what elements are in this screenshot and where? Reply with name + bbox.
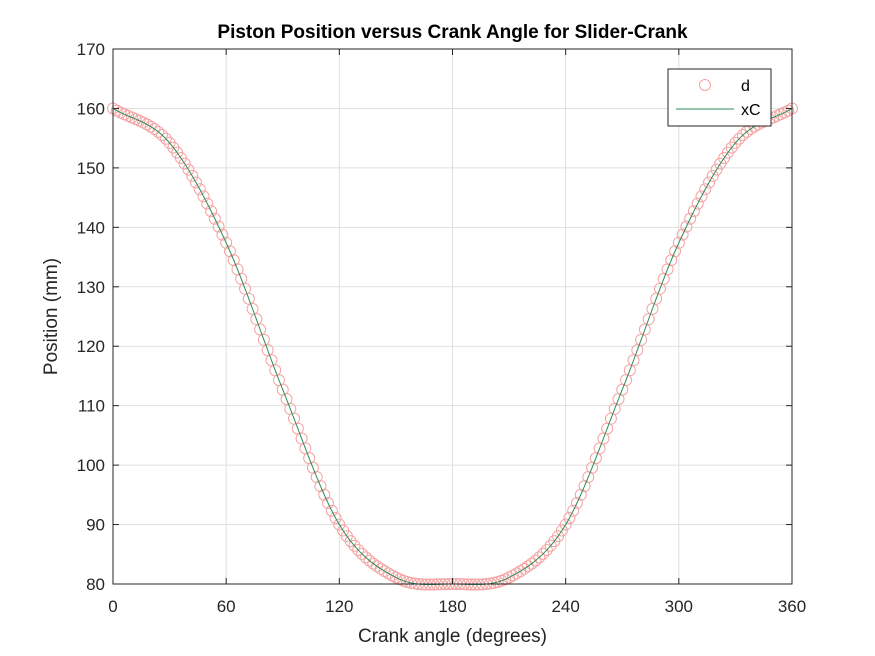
- x-axis-label: Crank angle (degrees): [358, 626, 547, 647]
- data-point-d: [537, 547, 550, 560]
- data-point-d: [555, 524, 568, 537]
- data-point-d: [646, 302, 659, 315]
- data-point-d: [363, 554, 376, 567]
- data-point-d: [729, 136, 742, 149]
- data-point-d: [212, 220, 225, 233]
- data-point-d: [669, 245, 682, 258]
- data-point-d: [186, 169, 199, 182]
- data-point-d: [254, 323, 267, 336]
- data-point-d: [725, 141, 738, 154]
- legend-box: [667, 68, 772, 127]
- y-tick-label: 130: [77, 278, 105, 297]
- legend-marker-d: [699, 79, 711, 91]
- data-point-d: [703, 176, 716, 189]
- y-tick-label: 160: [77, 99, 105, 118]
- data-point-d: [189, 176, 202, 189]
- data-point-d: [733, 132, 746, 145]
- data-point-d: [672, 236, 685, 249]
- data-point-d: [567, 504, 580, 517]
- legend-label-xC: xC: [741, 102, 761, 119]
- ticks: 0 60 120 180 240 300 360 80 90 100 110 120 130 140 150…: [77, 40, 807, 616]
- data-point-d: [559, 518, 572, 531]
- data-point-d: [405, 576, 418, 589]
- data-point-d: [352, 543, 365, 556]
- y-tick-label: 150: [77, 159, 105, 178]
- y-tick-label: 110: [78, 397, 105, 416]
- chart-title: Piston Position versus Crank Angle for S…: [217, 22, 688, 43]
- data-point-d: [736, 129, 749, 142]
- data-point-d: [684, 212, 697, 225]
- y-tick-label: 170: [77, 40, 105, 59]
- data-point-d: [691, 197, 704, 210]
- data-point-d: [193, 183, 206, 196]
- data-point-d: [706, 169, 719, 182]
- data-point-d: [627, 354, 640, 367]
- data-point-d: [348, 539, 361, 552]
- x-tick-label: 300: [665, 597, 693, 616]
- data-point-d: [680, 220, 693, 233]
- data-point-d: [642, 313, 655, 326]
- y-tick-label: 90: [86, 516, 105, 535]
- data-point-d: [631, 344, 644, 357]
- data-point-d: [638, 323, 651, 336]
- data-point-d: [333, 518, 346, 531]
- y-axis-label: Position (mm): [41, 258, 62, 375]
- data-point-d: [529, 554, 542, 567]
- data-point-d: [205, 205, 218, 218]
- data-point-d: [197, 190, 210, 203]
- data-point-d: [533, 551, 546, 564]
- data-point-d: [201, 197, 214, 210]
- data-point-d: [563, 511, 576, 524]
- data-point-d: [156, 129, 169, 142]
- data-point-d: [159, 132, 172, 145]
- data-point-d: [710, 163, 723, 176]
- data-point-d: [163, 136, 176, 149]
- data-point-d: [216, 228, 229, 241]
- data-point-d: [635, 333, 648, 346]
- data-point-d: [257, 333, 270, 346]
- y-tick-label: 100: [77, 456, 105, 475]
- data-point-d: [182, 163, 195, 176]
- x-tick-label: 60: [217, 597, 236, 616]
- x-tick-label: 180: [438, 597, 466, 616]
- data-point-d: [314, 480, 327, 493]
- data-point-d: [359, 551, 372, 564]
- data-point-d: [208, 212, 221, 225]
- y-tick-label: 120: [77, 337, 105, 356]
- legend: d xC: [667, 68, 772, 127]
- data-point-d: [687, 205, 700, 218]
- data-point-d: [325, 504, 338, 517]
- data-point-d: [540, 543, 553, 556]
- data-point-d: [261, 344, 274, 357]
- data-point-d: [525, 557, 538, 570]
- data-point-d: [676, 228, 689, 241]
- x-tick-label: 360: [778, 597, 806, 616]
- y-tick-label: 80: [86, 575, 105, 594]
- data-point-d: [178, 157, 191, 170]
- data-point-d: [329, 511, 342, 524]
- data-point-d: [544, 539, 557, 552]
- data-point-d: [152, 125, 165, 138]
- data-point-d: [699, 183, 712, 196]
- x-tick-label: 240: [551, 597, 579, 616]
- data-point-d: [570, 497, 583, 510]
- data-point-d: [318, 488, 331, 501]
- data-point-d: [220, 236, 233, 249]
- data-point-d: [521, 560, 534, 573]
- data-point-d: [355, 547, 368, 560]
- data-point-d: [242, 292, 255, 305]
- x-tick-label: 120: [325, 597, 353, 616]
- y-tick-label: 140: [77, 218, 105, 237]
- data-point-d: [574, 488, 587, 501]
- data-point-d: [344, 535, 357, 548]
- data-point-d: [322, 497, 335, 510]
- data-point-d: [250, 313, 263, 326]
- data-point-d: [246, 302, 259, 315]
- data-point-d: [695, 190, 708, 203]
- legend-label-d: d: [741, 78, 750, 95]
- data-point-d: [374, 562, 387, 575]
- x-tick-label: 0: [108, 597, 117, 616]
- data-point-d: [148, 123, 161, 136]
